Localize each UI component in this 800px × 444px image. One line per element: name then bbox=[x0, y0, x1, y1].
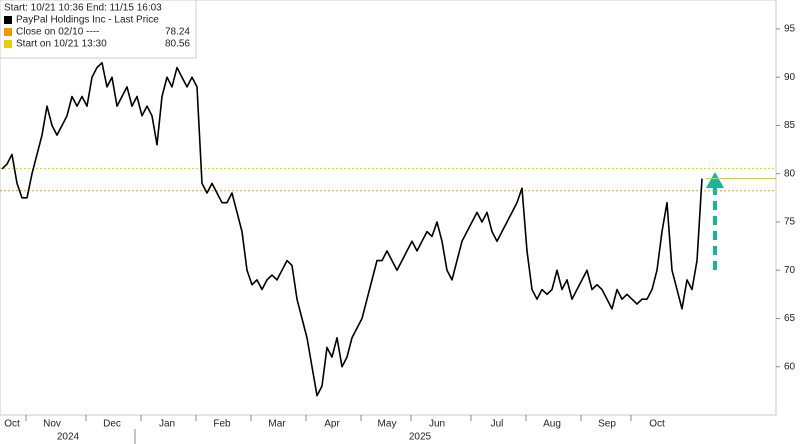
legend-box bbox=[0, 0, 197, 59]
annotation-arrow bbox=[706, 172, 724, 270]
x-tick-label: Apr bbox=[324, 419, 340, 430]
x-tick-label: Sep bbox=[598, 419, 616, 430]
legend-swatch bbox=[4, 28, 12, 36]
x-tick-label: Jan bbox=[159, 419, 175, 430]
legend-value: 80.56 bbox=[165, 39, 190, 50]
legend-swatch bbox=[4, 16, 12, 24]
year-label: 2024 bbox=[57, 432, 80, 443]
x-tick-label: Nov bbox=[43, 419, 61, 430]
x-tick-label: Jun bbox=[429, 419, 445, 430]
plot-frame bbox=[0, 0, 777, 416]
legend-label: Close on 02/10 ---- bbox=[16, 27, 99, 38]
x-tick-label: Aug bbox=[543, 419, 561, 430]
x-tick-label: Oct bbox=[4, 419, 20, 430]
y-tick-label: 95 bbox=[784, 24, 796, 35]
x-tick-label: Jul bbox=[491, 419, 504, 430]
x-tick-label: Dec bbox=[103, 419, 121, 430]
y-tick-label: 85 bbox=[784, 120, 796, 131]
year-label: 2025 bbox=[409, 432, 432, 443]
x-tick-label: May bbox=[378, 419, 397, 430]
y-tick-label: 65 bbox=[784, 313, 796, 324]
x-tick-label: Oct bbox=[649, 419, 665, 430]
legend-label: Start on 10/21 13:30 bbox=[16, 39, 107, 50]
legend-swatch bbox=[4, 40, 12, 48]
y-tick-label: 60 bbox=[784, 361, 796, 372]
y-tick-label: 80 bbox=[784, 168, 796, 179]
y-tick-label: 75 bbox=[784, 217, 796, 228]
legend-value: 78.24 bbox=[165, 27, 190, 38]
y-tick-label: 90 bbox=[784, 72, 796, 83]
x-tick-label: Mar bbox=[268, 419, 286, 430]
y-tick-label: 70 bbox=[784, 265, 796, 276]
legend-label: PayPal Holdings Inc - Last Price bbox=[16, 15, 159, 26]
legend: Start: 10/21 10:36 End: 11/15 16:03PayPa… bbox=[0, 0, 197, 59]
price-line bbox=[1, 61, 703, 397]
legend-header: Start: 10/21 10:36 End: 11/15 16:03 bbox=[4, 3, 162, 14]
x-tick-label: Feb bbox=[213, 419, 231, 430]
